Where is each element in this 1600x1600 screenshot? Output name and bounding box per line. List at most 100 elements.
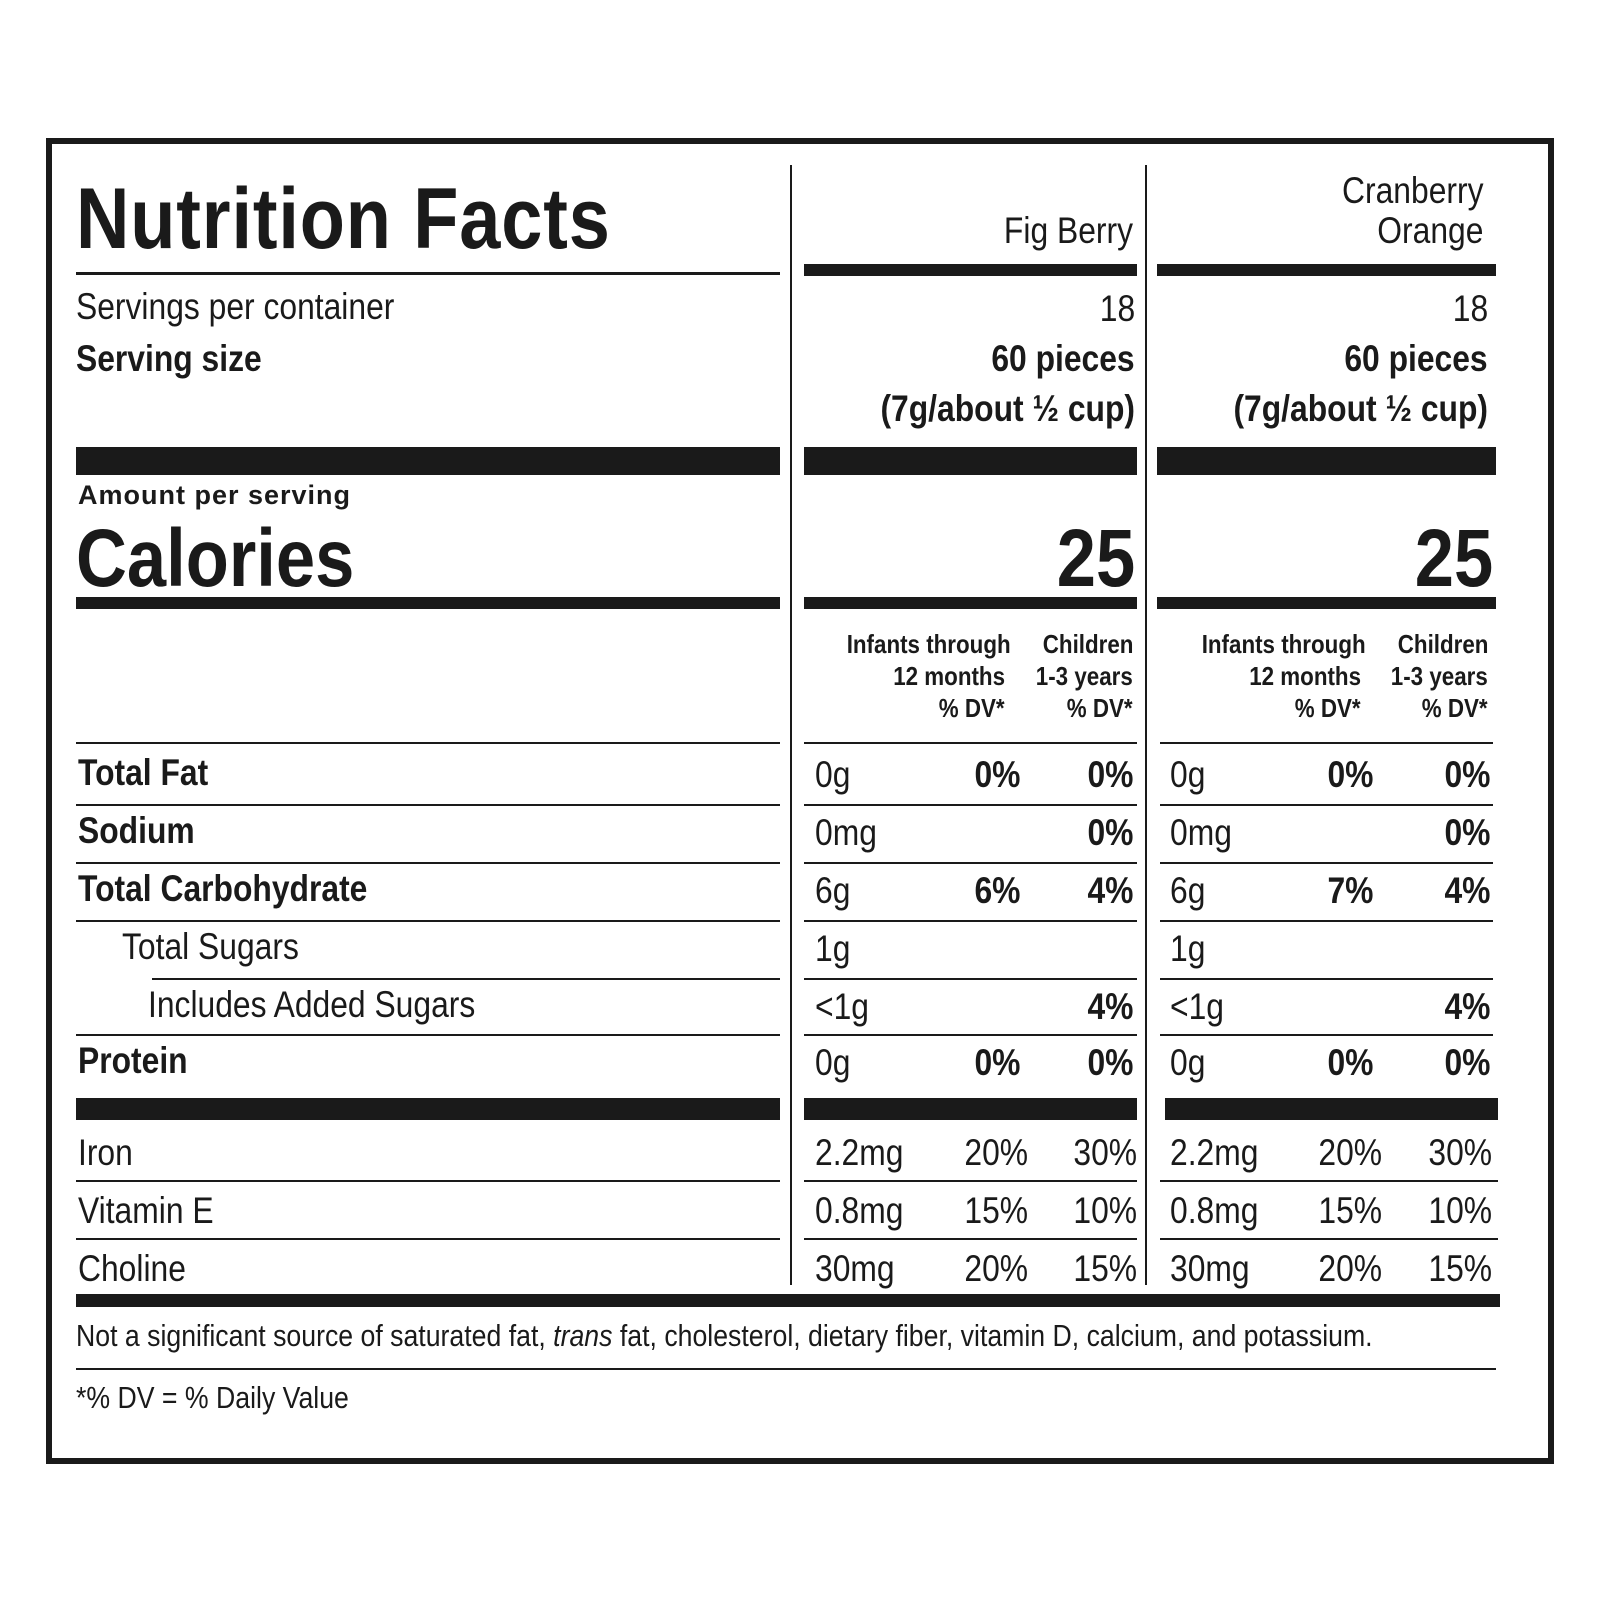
nutrient-dv-children: 4% xyxy=(1330,872,1490,909)
nutrient-dv-children: 4% xyxy=(1330,988,1490,1025)
vitamin-amount: 30mg xyxy=(815,1250,908,1287)
dv-infants-line3: % DV* xyxy=(1295,693,1361,723)
nutrient-dv-children: 0% xyxy=(1330,756,1490,793)
nutrient-amount-text: 0g xyxy=(815,754,851,795)
nutrient-dv-children-text: 0% xyxy=(1087,754,1133,795)
divider xyxy=(1160,804,1493,806)
vitamin-dv-infants: 15% xyxy=(1222,1192,1382,1229)
nutrient-label-text: Total Carbohydrate xyxy=(78,868,368,909)
nutrient-amount: 0g xyxy=(815,756,856,793)
col2-calories-value: 25 xyxy=(1160,518,1493,600)
nutrient-dv-children-text: 0% xyxy=(1087,812,1133,853)
nutrient-amount-text: 1g xyxy=(815,928,851,969)
vitamin-dv-children: 10% xyxy=(1332,1192,1492,1229)
col2-name-line1: Cranberry xyxy=(1341,170,1483,211)
divider xyxy=(1160,920,1493,922)
nutrient-amount-text: 0mg xyxy=(1170,812,1232,853)
vitamin-dv-infants: 20% xyxy=(868,1250,1028,1287)
thick-divider xyxy=(804,447,1137,475)
nutrient-amount: 0mg xyxy=(1170,814,1242,851)
thick-divider xyxy=(76,1098,780,1120)
col1-serving-size-line1: 60 pieces xyxy=(805,340,1135,377)
amount-per-serving-label: Amount per serving xyxy=(78,482,351,509)
divider xyxy=(76,597,780,609)
nutrient-label: Total Carbohydrate xyxy=(78,870,414,907)
nutrient-dv-infants-text: 6% xyxy=(974,870,1020,911)
serving-size-label: Serving size xyxy=(76,340,292,377)
vitamin-amount: 0.8mg xyxy=(815,1192,918,1229)
nutrient-dv-infants: 6% xyxy=(860,872,1020,909)
divider xyxy=(1160,978,1493,980)
thick-divider xyxy=(1165,1098,1498,1120)
divider xyxy=(76,1034,780,1036)
vitamin-label: Iron xyxy=(78,1134,142,1171)
divider xyxy=(1160,1180,1498,1182)
nutrient-dv-children: 4% xyxy=(973,872,1133,909)
vitamin-label: Choline xyxy=(78,1250,203,1287)
divider xyxy=(804,862,1137,864)
col2-serving-size-grams: (7g/about ½ cup) xyxy=(1233,388,1488,429)
divider xyxy=(1160,742,1493,744)
nutrient-amount-text: <1g xyxy=(815,986,869,1027)
dv-children-line3: % DV* xyxy=(1067,693,1133,723)
vitamin-dv-children-text: 10% xyxy=(1428,1190,1492,1231)
vitamin-label-text: Choline xyxy=(78,1248,186,1289)
thick-divider xyxy=(76,1294,1500,1307)
servings-label-text: Servings per container xyxy=(76,286,395,327)
column-divider-2 xyxy=(1145,165,1147,1285)
nutrient-dv-children: 0% xyxy=(1330,814,1490,851)
vitamin-dv-children: 10% xyxy=(977,1192,1137,1229)
col1-serving-size-value: 60 pieces xyxy=(991,338,1135,379)
col1-servings-per-container: 18 xyxy=(805,290,1135,327)
col1-servings-value: 18 xyxy=(1099,288,1135,329)
vitamin-amount: 30mg xyxy=(1170,1250,1263,1287)
vitamin-dv-children-text: 30% xyxy=(1428,1132,1492,1173)
dv-children-line1: Children xyxy=(1397,629,1488,659)
nutrient-dv-children: 0% xyxy=(973,814,1133,851)
amount-label-text: Amount per serving xyxy=(78,480,352,510)
nutrient-amount-text: <1g xyxy=(1170,986,1224,1027)
divider xyxy=(1160,1238,1498,1240)
nutrient-amount-text: 0mg xyxy=(815,812,877,853)
divider xyxy=(1160,862,1493,864)
nutrient-dv-infants: 0% xyxy=(860,756,1020,793)
col2-dv-header-infants: Infants through 12 months % DV* xyxy=(1175,628,1366,724)
divider xyxy=(76,272,780,275)
divider xyxy=(76,1180,780,1182)
vitamin-dv-children: 15% xyxy=(977,1250,1137,1287)
divider xyxy=(1157,597,1496,609)
footnote-not-significant: Not a significant source of saturated fa… xyxy=(76,1320,1584,1351)
dv-infants-line2: 12 months xyxy=(893,661,1005,691)
divider xyxy=(804,1034,1137,1036)
vitamin-dv-children-text: 15% xyxy=(1428,1248,1492,1289)
nutrient-label-text: Total Sugars xyxy=(122,926,299,967)
col2-serving-size-line1: 60 pieces xyxy=(1160,340,1488,377)
divider xyxy=(804,264,1137,276)
vitamin-dv-infants-text: 20% xyxy=(964,1132,1028,1173)
divider xyxy=(76,742,780,744)
column-divider-1 xyxy=(790,165,792,1285)
col1-dv-header-infants: Infants through 12 months % DV* xyxy=(820,628,1011,724)
nutrient-label: Protein xyxy=(78,1042,205,1079)
page-title: Nutrition Facts xyxy=(76,176,698,262)
nutrient-amount-text: 0g xyxy=(1170,754,1206,795)
col1-dv-header-children: Children 1-3 years % DV* xyxy=(1015,628,1133,724)
thick-divider xyxy=(76,447,780,475)
vitamin-amount-text: 30mg xyxy=(1170,1248,1250,1289)
col1-calories-value: 25 xyxy=(805,518,1135,600)
col1-serving-size-grams: (7g/about ½ cup) xyxy=(880,388,1135,429)
col2-calories-text: 25 xyxy=(1414,513,1493,604)
nutrient-dv-infants-text: 7% xyxy=(1327,870,1373,911)
footnote-dv: *% DV = % Daily Value xyxy=(76,1382,393,1413)
col1-calories-text: 25 xyxy=(1056,513,1135,604)
nutrient-dv-infants: 7% xyxy=(1213,872,1373,909)
nutrient-dv-children: 0% xyxy=(973,1044,1133,1081)
title-text: Nutrition Facts xyxy=(76,171,611,267)
column-header-cranberry-orange: Cranberry Orange xyxy=(1160,172,1483,249)
dv-children-line2: 1-3 years xyxy=(1391,661,1488,691)
nutrition-facts-panel xyxy=(46,138,1554,1464)
nutrient-amount: <1g xyxy=(815,988,878,1025)
vitamin-dv-infants-text: 20% xyxy=(964,1248,1028,1289)
vitamin-amount: 2.2mg xyxy=(1170,1134,1273,1171)
nutrient-amount: 6g xyxy=(815,872,856,909)
